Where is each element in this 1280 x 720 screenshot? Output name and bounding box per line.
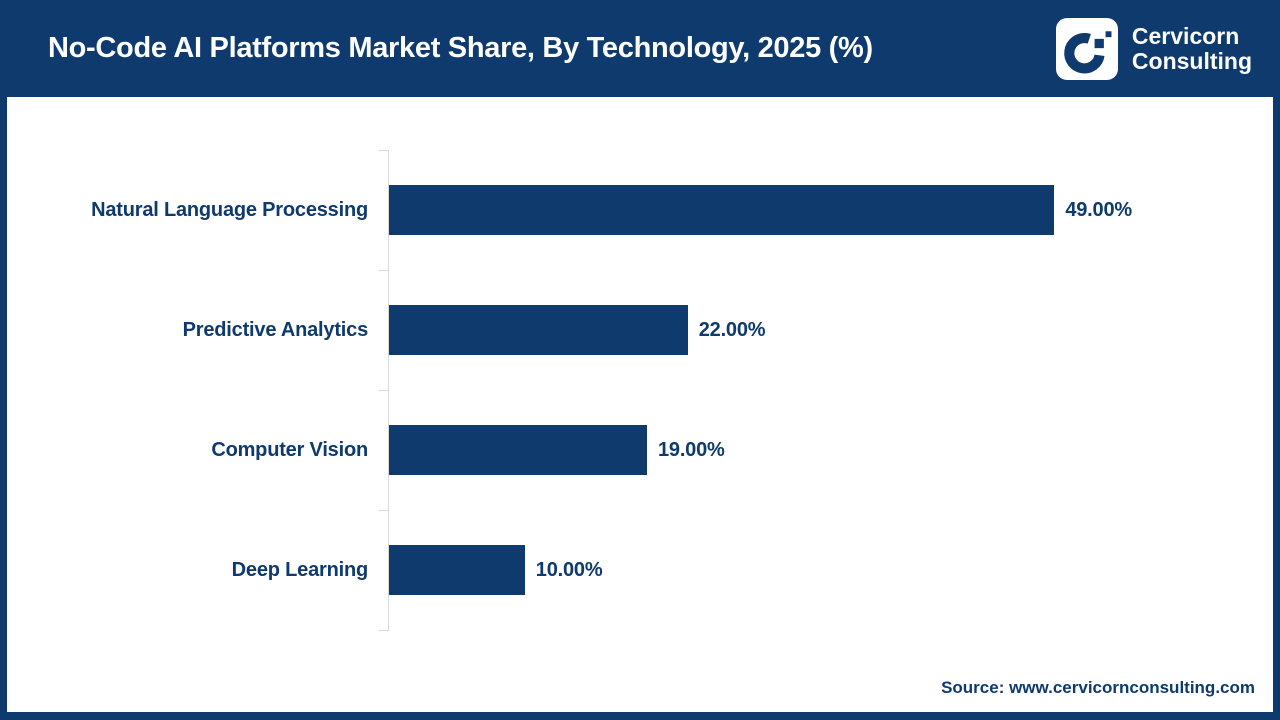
header-band: No-Code AI Platforms Market Share, By Te… bbox=[0, 0, 1280, 97]
chart-title: No-Code AI Platforms Market Share, By Te… bbox=[48, 32, 873, 64]
plot-area: Natural Language Processing 49.00% Predict… bbox=[7, 97, 1273, 712]
bar-predictive-analytics bbox=[389, 305, 688, 355]
category-label-natural-language-processing: Natural Language Processing bbox=[91, 198, 368, 221]
category-label-computer-vision: Computer Vision bbox=[211, 438, 368, 461]
brand-name-line1: Cervicorn bbox=[1131, 22, 1240, 49]
value-label-predictive-analytics: 22.00% bbox=[698, 318, 766, 341]
chart-row-computer-vision: Computer Vision 19.00% bbox=[7, 390, 1258, 510]
bar-track-predictive-analytics: 22.00% bbox=[379, 270, 1258, 390]
cervicorn-c-logo-icon bbox=[1055, 17, 1118, 80]
chart-row-deep-learning: Deep Learning 10.00% bbox=[7, 510, 1258, 631]
bar-track-computer-vision: 19.00% bbox=[379, 390, 1258, 510]
bar-computer-vision bbox=[389, 425, 647, 475]
bar-natural-language-processing bbox=[389, 185, 1055, 235]
value-label-natural-language-processing: 49.00% bbox=[1065, 198, 1132, 221]
bar-track-natural-language-processing: 49.00% bbox=[379, 150, 1258, 270]
chart-row-predictive-analytics: Predictive Analytics 22.00% bbox=[7, 270, 1258, 390]
value-label-deep-learning: 10.00% bbox=[535, 558, 603, 581]
source-note: Source: www.cervicornconsulting.com bbox=[941, 678, 1255, 697]
bar-deep-learning bbox=[389, 545, 525, 595]
category-label-deep-learning: Deep Learning bbox=[231, 558, 369, 581]
bar-track-deep-learning: 10.00% bbox=[379, 510, 1258, 631]
category-label-predictive-analytics: Predictive Analytics bbox=[182, 318, 369, 341]
chart-row-natural-language-processing: Natural Language Processing 49.00% bbox=[7, 150, 1258, 270]
brand-name-line2: Consulting bbox=[1131, 47, 1252, 74]
brand-name: Cervicorn Consulting bbox=[1131, 22, 1252, 74]
bar-chart: Natural Language Processing 49.00% Predict… bbox=[7, 150, 1258, 631]
value-label-computer-vision: 19.00% bbox=[657, 438, 725, 461]
logo-c-glyph bbox=[1064, 30, 1112, 73]
brand: Cervicorn Consulting bbox=[1055, 17, 1252, 80]
